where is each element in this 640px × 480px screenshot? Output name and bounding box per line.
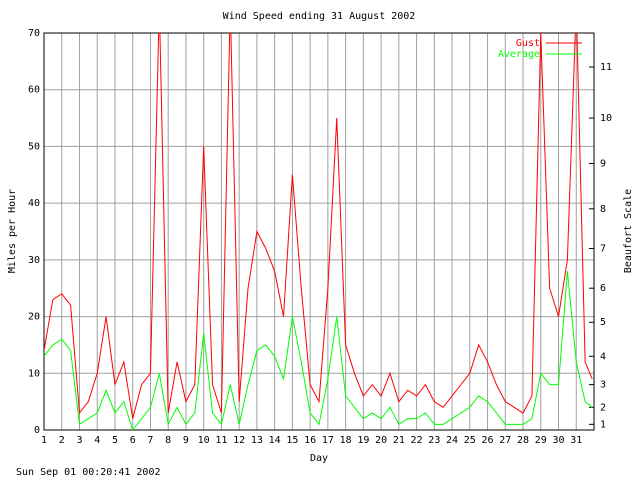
x-tick-label: 23 (428, 435, 440, 446)
x-tick-label: 21 (393, 435, 405, 446)
series-line (44, 271, 593, 430)
y2-tick-label: 10 (600, 113, 612, 124)
y-tick-label: 30 (28, 255, 40, 266)
y2-tick-label: 4 (600, 351, 606, 362)
x-tick-label: 24 (446, 435, 458, 446)
y2-tick-label: 9 (600, 158, 606, 169)
y-tick-label: 40 (28, 198, 40, 209)
y-tick-label: 60 (28, 85, 40, 96)
y-axis-label: Miles per Hour (7, 189, 18, 273)
y2-tick-label: 2 (600, 402, 606, 413)
x-tick-label: 17 (322, 435, 334, 446)
x-tick-label: 10 (198, 435, 210, 446)
x-tick-label: 4 (94, 435, 100, 446)
x-tick-label: 2 (59, 435, 65, 446)
x-tick-label: 5 (112, 435, 118, 446)
x-tick-label: 19 (357, 435, 369, 446)
x-tick-label: 15 (286, 435, 298, 446)
plot-area (44, 33, 593, 430)
x-tick-label: 13 (251, 435, 263, 446)
y-tick-label: 20 (28, 312, 40, 323)
x-tick-label: 27 (499, 435, 511, 446)
x-tick-label: 22 (411, 435, 423, 446)
y2-axis-label: Beaufort Scale (623, 189, 634, 273)
y-tick-label: 50 (28, 141, 40, 152)
x-tick-label: 30 (552, 435, 564, 446)
y2-tick-label: 5 (600, 317, 606, 328)
x-tick-label: 31 (570, 435, 582, 446)
x-tick-label: 20 (375, 435, 387, 446)
x-axis-label: Day (310, 453, 328, 464)
x-tick-label: 12 (233, 435, 245, 446)
x-tick-label: 8 (165, 435, 171, 446)
x-tick-label: 25 (464, 435, 476, 446)
plot-border (43, 32, 595, 431)
y2-tick-label: 7 (600, 244, 606, 255)
y2-tick-label: 6 (600, 283, 606, 294)
x-tick-label: 26 (482, 435, 494, 446)
x-tick-label: 14 (269, 435, 281, 446)
legend-label: Average (498, 49, 540, 60)
x-tick-label: 11 (215, 435, 227, 446)
y2-tick-label: 3 (600, 380, 606, 391)
x-tick-label: 18 (340, 435, 352, 446)
y2-tick-label: 1 (600, 419, 606, 430)
x-tick-label: 29 (535, 435, 547, 446)
x-tick-label: 9 (183, 435, 189, 446)
y2-tick-label: 11 (600, 62, 612, 73)
x-tick-label: 1 (41, 435, 47, 446)
y-tick-label: 10 (28, 368, 40, 379)
chart-title: Wind Speed ending 31 August 2002 (223, 11, 416, 22)
x-tick-label: 6 (130, 435, 136, 446)
x-tick-label: 16 (304, 435, 316, 446)
x-tick-label: 3 (76, 435, 82, 446)
y-tick-label: 70 (28, 28, 40, 39)
x-tick-label: 28 (517, 435, 529, 446)
footer: Sun Sep 01 00:20:41 2002 (16, 467, 161, 478)
x-tick-label: 7 (147, 435, 153, 446)
legend-label: Gust (516, 38, 540, 49)
y-tick-label: 0 (34, 425, 40, 436)
series-line (44, 33, 593, 419)
y2-tick-label: 8 (600, 204, 606, 215)
